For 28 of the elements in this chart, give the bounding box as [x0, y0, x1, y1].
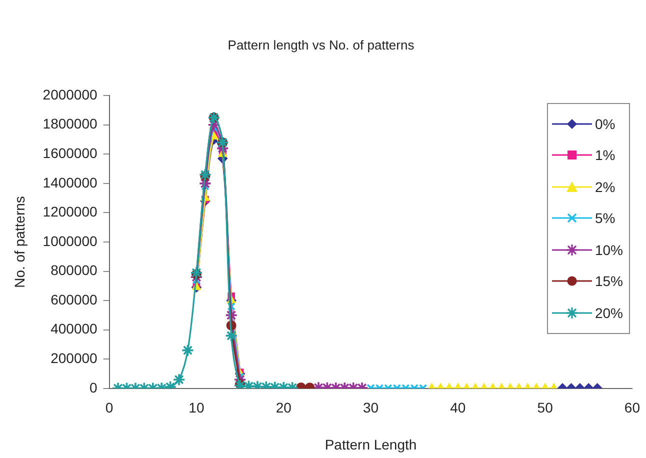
- y-tick-label: 800000: [50, 262, 98, 278]
- x-tick-label: 30: [362, 400, 379, 416]
- y-tick-label: 1600000: [42, 145, 98, 162]
- x-tick-label: 60: [624, 400, 640, 416]
- y-tick-label: 1200000: [42, 204, 98, 220]
- legend-label: 5%: [594, 210, 616, 226]
- legend-label: 15%: [594, 273, 623, 290]
- y-axis-title: No. of patterns: [11, 196, 28, 288]
- legend-label: 10%: [594, 242, 623, 258]
- x-axis-title: Pattern Length: [324, 436, 417, 452]
- y-tick-label: 0: [90, 379, 98, 396]
- y-tick-label: 200000: [50, 350, 98, 366]
- chart-title: Pattern length vs No. of patterns: [228, 37, 415, 52]
- x-tick-label: 10: [188, 400, 204, 416]
- y-tick-label: 600000: [50, 291, 98, 308]
- x-tick-label: 40: [450, 400, 466, 416]
- legend-label: 20%: [594, 304, 623, 321]
- legend-label: 1%: [594, 147, 616, 164]
- y-tick-label: 1400000: [42, 174, 98, 190]
- legend-label: 0%: [594, 116, 616, 132]
- x-tick-label: 20: [276, 400, 292, 416]
- y-tick-label: 400000: [50, 320, 98, 337]
- legend-label: 2%: [594, 178, 616, 195]
- y-tick-label: 1000000: [42, 232, 98, 249]
- y-tick-label: 2000000: [42, 86, 98, 102]
- x-tick-label: 0: [105, 400, 114, 416]
- x-tick-label: 50: [537, 400, 554, 416]
- y-tick-label: 1800000: [42, 116, 98, 132]
